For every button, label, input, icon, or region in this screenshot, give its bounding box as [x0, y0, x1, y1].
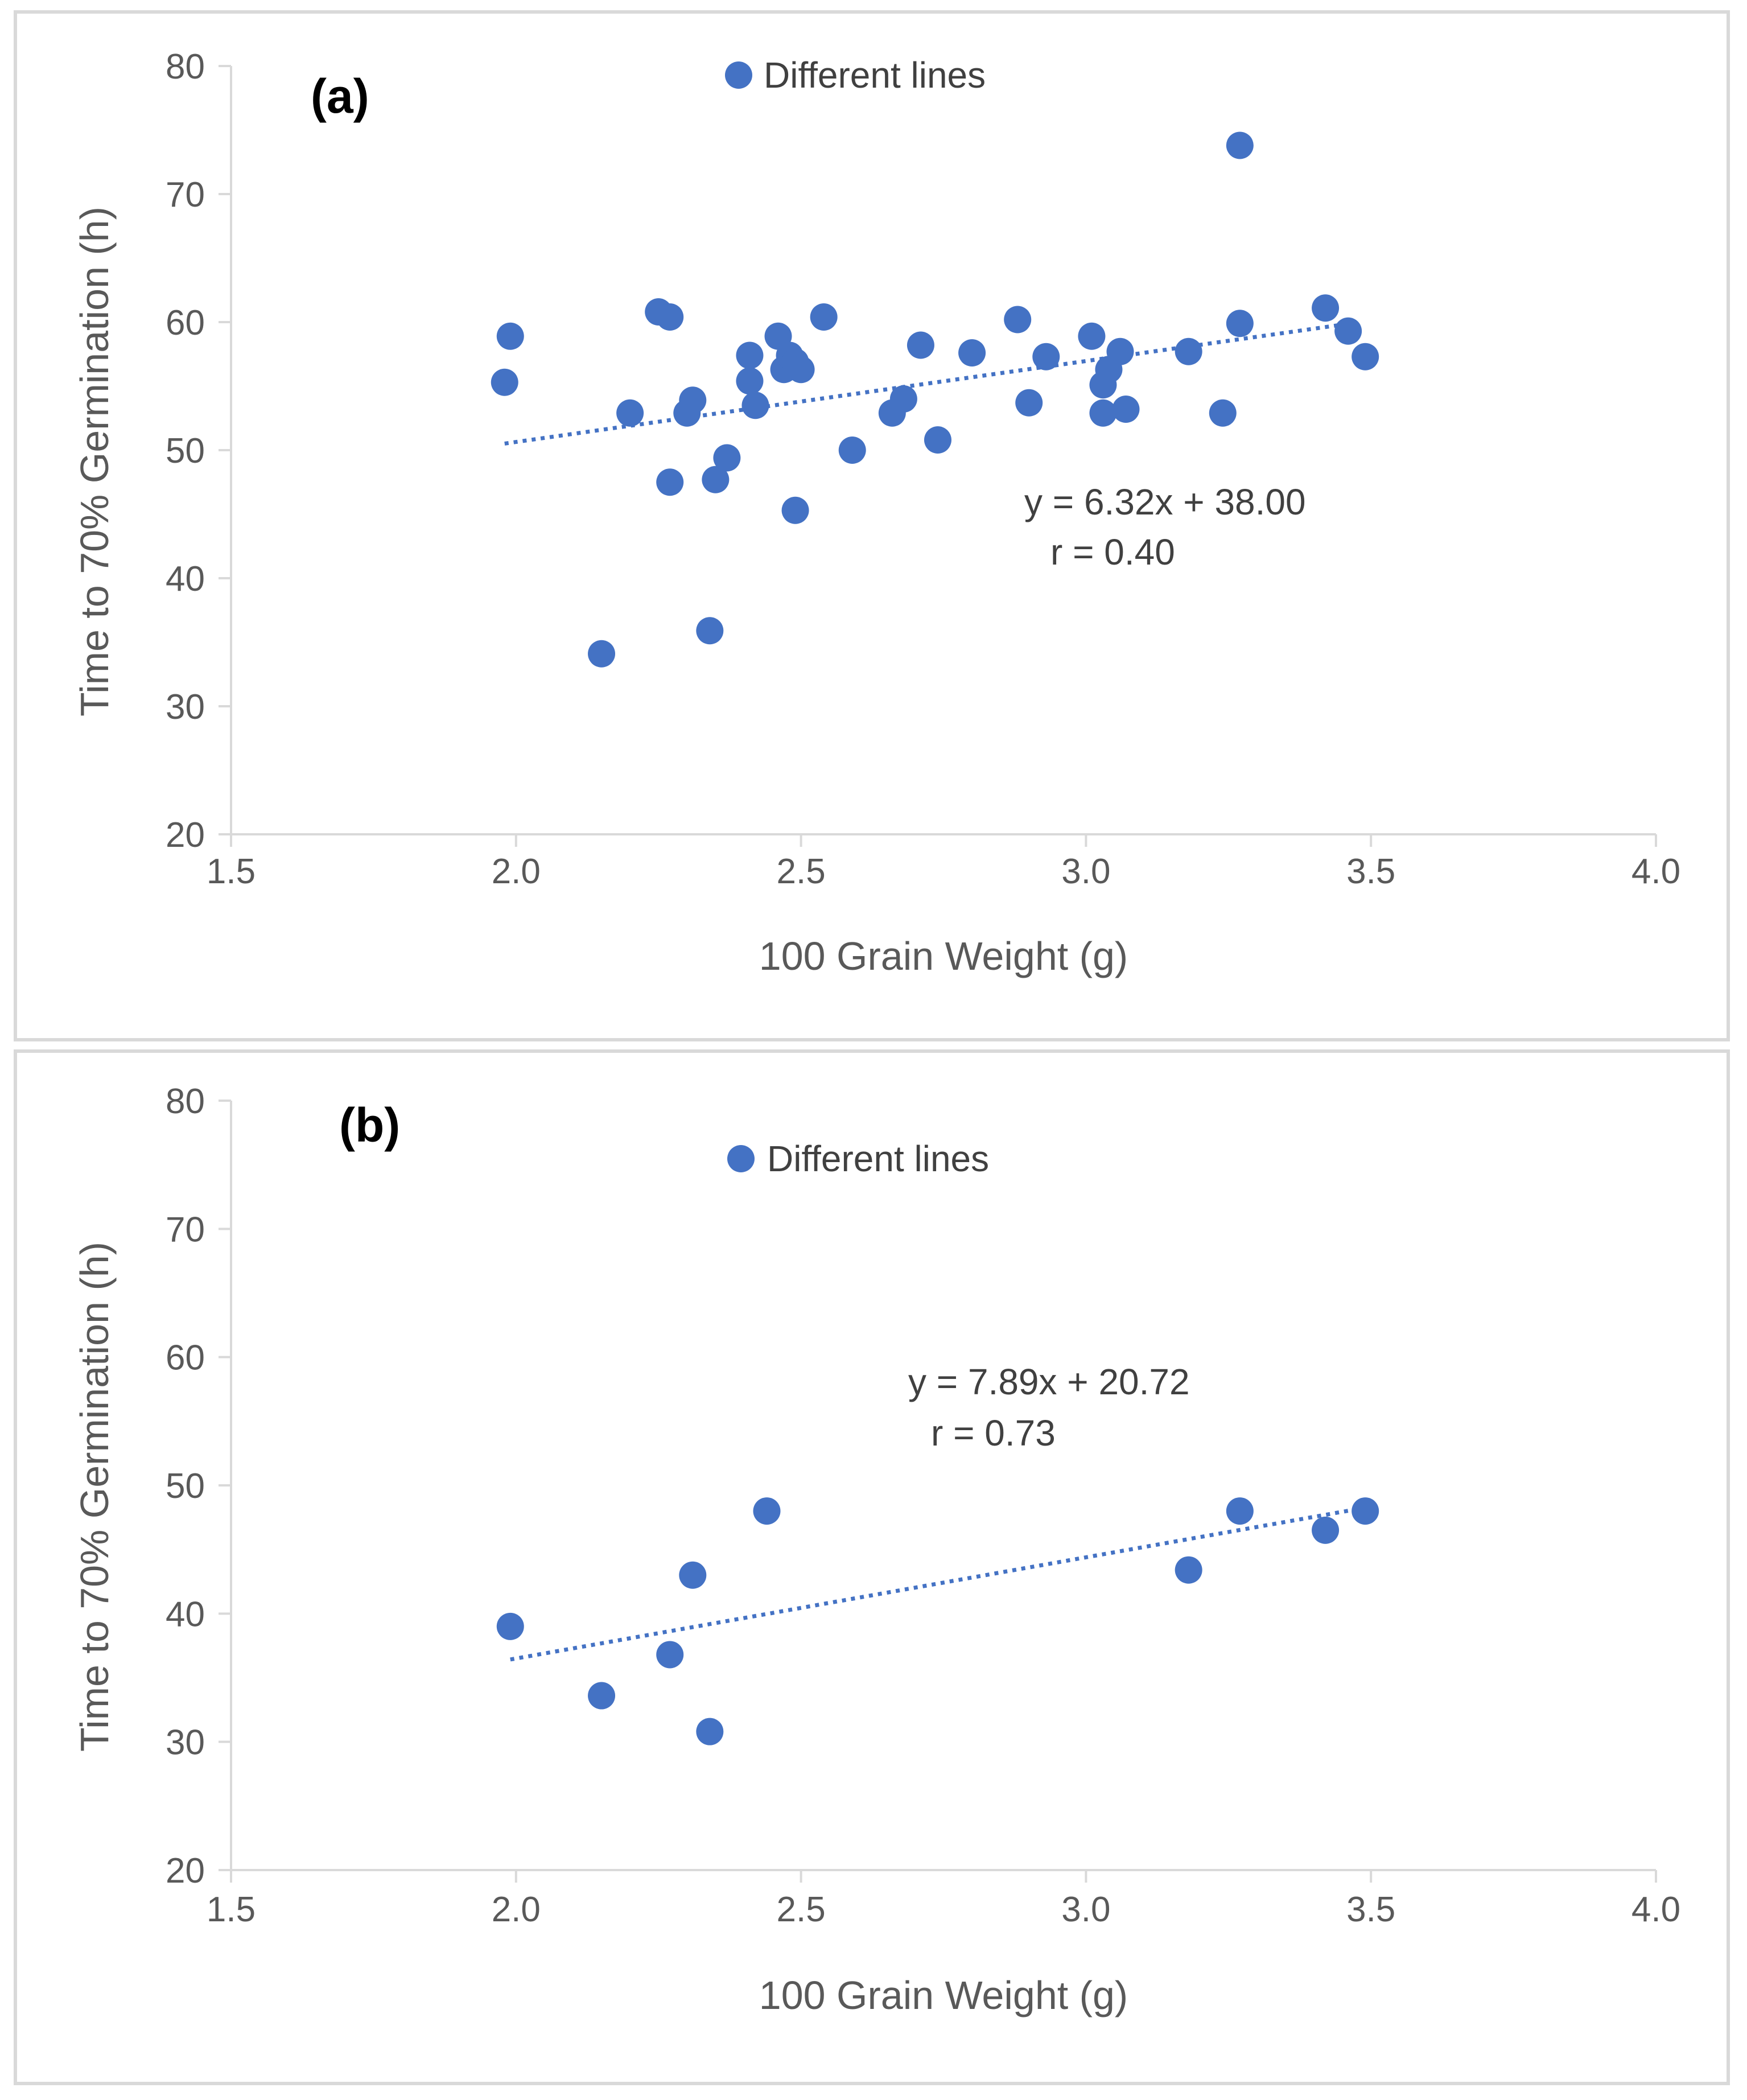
data-point	[616, 399, 644, 427]
x-tick-label: 3.0	[1061, 1890, 1110, 1929]
data-point	[713, 444, 741, 472]
y-tick-label: 50	[166, 1467, 205, 1506]
x-tick-label: 2.5	[776, 1890, 825, 1929]
data-point	[787, 356, 815, 384]
data-point	[1352, 343, 1379, 370]
data-point	[1004, 306, 1032, 333]
data-point	[1175, 337, 1202, 365]
y-tick-label: 40	[166, 559, 205, 599]
x-tick-label: 2.0	[492, 852, 541, 891]
data-point	[1334, 317, 1362, 345]
x-axis-title: 100 Grain Weight (g)	[759, 934, 1128, 978]
data-point	[491, 368, 518, 396]
data-point	[679, 1561, 707, 1589]
legend-marker	[725, 61, 752, 89]
data-point	[1352, 1497, 1379, 1525]
x-tick-label: 2.5	[776, 852, 825, 891]
data-point	[1312, 1516, 1340, 1544]
data-point	[656, 1641, 684, 1669]
y-axis-title: Time to 70% Germination (h)	[72, 1242, 117, 1752]
x-tick-label: 4.0	[1631, 852, 1680, 891]
trendline-equation: y = 6.32x + 38.00	[1024, 481, 1306, 522]
y-tick-label: 40	[166, 1595, 205, 1634]
data-point	[1226, 131, 1254, 159]
x-tick-label: 2.0	[492, 1890, 541, 1929]
data-point	[496, 1612, 524, 1640]
data-point	[889, 385, 917, 413]
correlation-label: r = 0.40	[1050, 532, 1175, 573]
y-tick-label: 70	[166, 175, 205, 215]
data-point	[1175, 1556, 1202, 1584]
data-point	[1106, 337, 1134, 365]
x-tick-label: 3.5	[1346, 852, 1395, 891]
scatter-chart-a: 20 30 40 50 60 70 80 1.5 2.0 2.5 3.0 3.5 4.0 100 Grai…	[72, 47, 1680, 978]
legend-label: Different lines	[767, 1138, 989, 1179]
data-point	[1015, 389, 1043, 417]
y-tick-label: 20	[166, 816, 205, 855]
panel-label: (a)	[311, 69, 369, 123]
y-tick-label: 80	[166, 1082, 205, 1121]
data-point	[838, 437, 866, 464]
data-point	[753, 1497, 781, 1525]
data-point	[736, 367, 764, 395]
data-point	[924, 426, 951, 454]
y-tick-label: 80	[166, 47, 205, 87]
y-axis-title: Time to 70% Germination (h)	[72, 207, 117, 717]
chart-panel-a: 20 30 40 50 60 70 80 1.5 2.0 2.5 3.0 3.5 4.0 100 Grai…	[14, 10, 1730, 1041]
data-point	[1032, 343, 1060, 370]
data-point	[588, 640, 616, 668]
x-tick-label: 3.5	[1346, 1890, 1395, 1929]
y-tick-label: 30	[166, 1723, 205, 1763]
x-tick-label: 1.5	[207, 1890, 256, 1929]
data-point	[1312, 294, 1340, 322]
data-point	[696, 1718, 724, 1745]
data-point	[1112, 396, 1140, 423]
legend-label: Different lines	[764, 55, 986, 96]
x-tick-label: 3.0	[1061, 852, 1110, 891]
y-tick-label: 70	[166, 1210, 205, 1249]
scatter-chart-b: 20 30 40 50 60 70 80 1.5 2.0 2.5 3.0 3.5 4.0 100 Grai…	[72, 1082, 1680, 2017]
data-point	[702, 466, 730, 493]
legend-marker	[727, 1145, 755, 1172]
y-tick-label: 30	[166, 687, 205, 727]
y-tick-label: 60	[166, 303, 205, 343]
chart-panel-b: 20 30 40 50 60 70 80 1.5 2.0 2.5 3.0 3.5 4.0 100 Grai…	[14, 1049, 1730, 2085]
data-point	[696, 617, 724, 645]
trendline-equation: y = 7.89x + 20.72	[908, 1361, 1190, 1402]
x-axis-title: 100 Grain Weight (g)	[759, 1973, 1128, 2017]
y-tick-label: 20	[166, 1851, 205, 1891]
data-point	[1089, 399, 1117, 427]
data-point	[736, 341, 764, 369]
data-point	[810, 303, 838, 331]
data-point	[1226, 1497, 1254, 1525]
data-point	[656, 468, 684, 496]
data-point	[781, 496, 809, 524]
data-point	[907, 331, 934, 359]
y-tick-label: 50	[166, 431, 205, 471]
x-tick-label: 4.0	[1631, 1890, 1680, 1929]
data-point	[588, 1682, 616, 1710]
data-point	[1209, 399, 1237, 427]
data-point	[496, 322, 524, 350]
trendline	[510, 1509, 1349, 1662]
y-tick-label: 60	[166, 1339, 205, 1378]
data-point	[958, 339, 986, 367]
data-point	[1226, 310, 1254, 337]
data-point	[679, 386, 707, 414]
data-point	[741, 392, 769, 419]
data-point	[1078, 322, 1106, 350]
panel-label: (b)	[339, 1098, 400, 1152]
x-tick-label: 1.5	[207, 852, 256, 891]
correlation-label: r = 0.73	[931, 1413, 1056, 1453]
data-point	[656, 303, 684, 331]
